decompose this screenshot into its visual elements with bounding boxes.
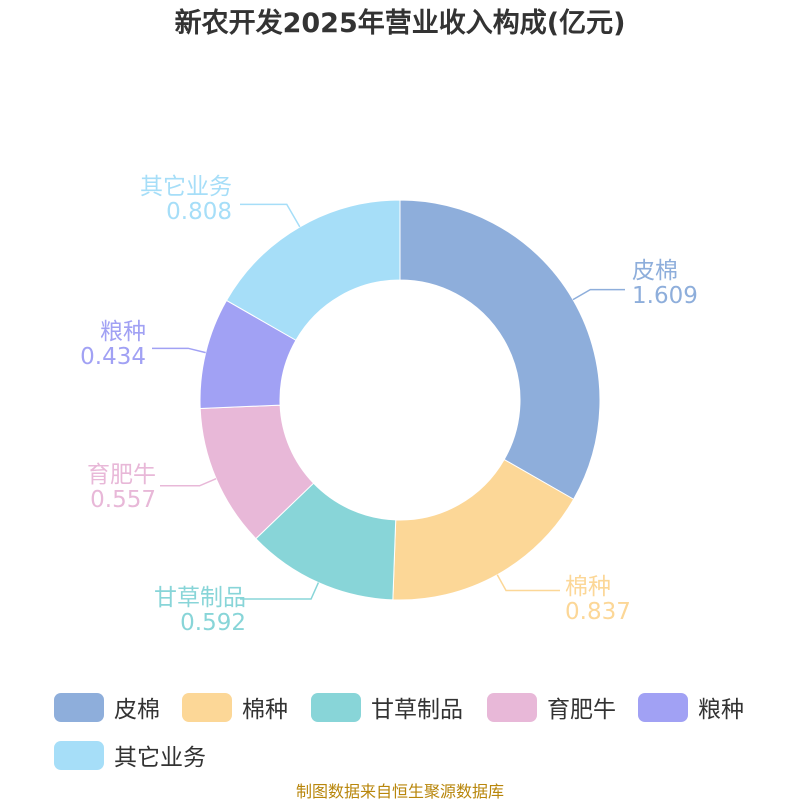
- legend-item-甘草制品[interactable]: 甘草制品: [311, 683, 463, 731]
- legend-swatch: [638, 692, 688, 722]
- slice-皮棉[interactable]: [399, 199, 601, 500]
- legend-label: 棉种: [242, 697, 288, 723]
- leader-line-粮种: [152, 347, 206, 354]
- leader-line-棉种: [496, 574, 560, 592]
- source-note: 制图数据来自恒生聚源数据库: [295, 782, 504, 801]
- slices-layer: [199, 199, 601, 601]
- slice-value-甘草制品: 0.592: [180, 610, 246, 636]
- legend-label: 粮种: [698, 697, 744, 723]
- slice-label-育肥牛: 育肥牛: [87, 462, 156, 488]
- legend-swatch: [182, 692, 232, 722]
- legend-item-育肥牛[interactable]: 育肥牛: [487, 683, 616, 731]
- slice-label-棉种: 棉种: [565, 574, 611, 600]
- slice-value-棉种: 0.837: [565, 599, 631, 625]
- chart-title: 新农开发2025年营业收入构成(亿元): [174, 8, 626, 39]
- legend-swatch: [311, 692, 361, 722]
- slice-label-粮种: 粮种: [100, 319, 146, 345]
- slice-label-其它业务: 其它业务: [140, 174, 232, 200]
- leader-line-皮棉: [572, 288, 625, 301]
- legend-swatch: [487, 692, 537, 722]
- leader-line-育肥牛: [160, 477, 217, 487]
- legend-swatch: [54, 692, 104, 722]
- leader-line-甘草制品: [240, 582, 320, 600]
- slice-value-其它业务: 0.808: [166, 199, 232, 225]
- leader-line-其它业务: [240, 203, 301, 228]
- legend-label: 其它业务: [114, 745, 206, 771]
- legend-item-棉种[interactable]: 棉种: [182, 683, 288, 731]
- slice-label-皮棉: 皮棉: [632, 258, 678, 284]
- legend-swatch: [54, 740, 104, 770]
- slice-value-育肥牛: 0.557: [90, 487, 156, 513]
- legend-label: 甘草制品: [371, 697, 463, 723]
- legend-item-粮种[interactable]: 粮种: [638, 683, 744, 731]
- legend-label: 育肥牛: [547, 697, 616, 723]
- legend-item-皮棉[interactable]: 皮棉: [54, 683, 160, 731]
- slice-value-粮种: 0.434: [80, 344, 146, 370]
- legend-label: 皮棉: [114, 697, 160, 723]
- slice-其它业务[interactable]: [225, 199, 401, 341]
- legend-item-其它业务[interactable]: 其它业务: [54, 731, 206, 779]
- slice-label-甘草制品: 甘草制品: [154, 585, 246, 611]
- slice-value-皮棉: 1.609: [632, 283, 698, 309]
